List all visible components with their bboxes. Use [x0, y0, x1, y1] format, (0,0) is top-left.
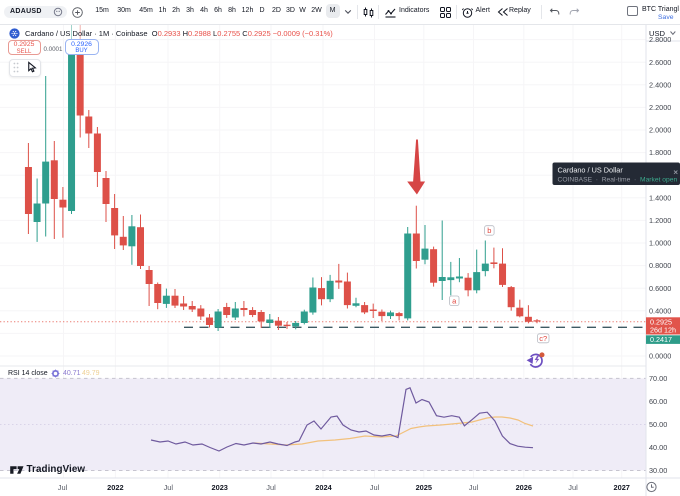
- svg-text:USD: USD: [649, 29, 666, 38]
- svg-text:30.00: 30.00: [649, 466, 667, 475]
- svg-text:1.2000: 1.2000: [649, 216, 671, 225]
- svg-text:0.4000: 0.4000: [649, 306, 671, 315]
- svg-text:b: b: [487, 226, 491, 235]
- svg-text:2025: 2025: [416, 483, 432, 492]
- svg-text:0.0000: 0.0000: [649, 352, 671, 361]
- svg-text:60.00: 60.00: [649, 397, 667, 406]
- svg-text:40.00: 40.00: [649, 443, 667, 452]
- svg-text:0.8000: 0.8000: [649, 261, 671, 270]
- svg-text:1.8000: 1.8000: [649, 148, 671, 157]
- svg-text:c?: c?: [539, 334, 547, 343]
- svg-text:2024: 2024: [315, 483, 332, 492]
- svg-text:Jul: Jul: [469, 483, 479, 492]
- svg-text:1.4000: 1.4000: [649, 193, 671, 202]
- svg-text:2023: 2023: [211, 483, 227, 492]
- svg-text:2027: 2027: [613, 483, 629, 492]
- svg-text:2.6000: 2.6000: [649, 58, 671, 67]
- svg-text:2.0000: 2.0000: [649, 126, 671, 135]
- svg-text:2.2000: 2.2000: [649, 103, 671, 112]
- svg-text:COINBASE · Real-time · Mar: COINBASE · Real-time · Market open: [558, 177, 678, 184]
- svg-text:70.00: 70.00: [649, 374, 667, 383]
- svg-text:Cardano / US Dollar: Cardano / US Dollar: [558, 165, 624, 174]
- svg-text:26d 12h: 26d 12h: [650, 326, 676, 335]
- svg-text:1.0000: 1.0000: [649, 239, 671, 248]
- svg-text:a: a: [452, 296, 457, 305]
- svg-text:2.4000: 2.4000: [649, 80, 671, 89]
- svg-text:Jul: Jul: [266, 483, 276, 492]
- svg-text:Jul: Jul: [370, 483, 380, 492]
- svg-text:2022: 2022: [107, 483, 123, 492]
- svg-text:2.8000: 2.8000: [649, 35, 671, 44]
- svg-text:Jul: Jul: [164, 483, 174, 492]
- svg-text:0.6000: 0.6000: [649, 284, 671, 293]
- svg-text:Jul: Jul: [568, 483, 578, 492]
- svg-text:Jul: Jul: [58, 483, 68, 492]
- svg-text:0.2417: 0.2417: [650, 335, 672, 344]
- svg-text:50.00: 50.00: [649, 420, 667, 429]
- svg-text:0.2925: 0.2925: [650, 318, 672, 327]
- svg-text:2026: 2026: [516, 483, 532, 492]
